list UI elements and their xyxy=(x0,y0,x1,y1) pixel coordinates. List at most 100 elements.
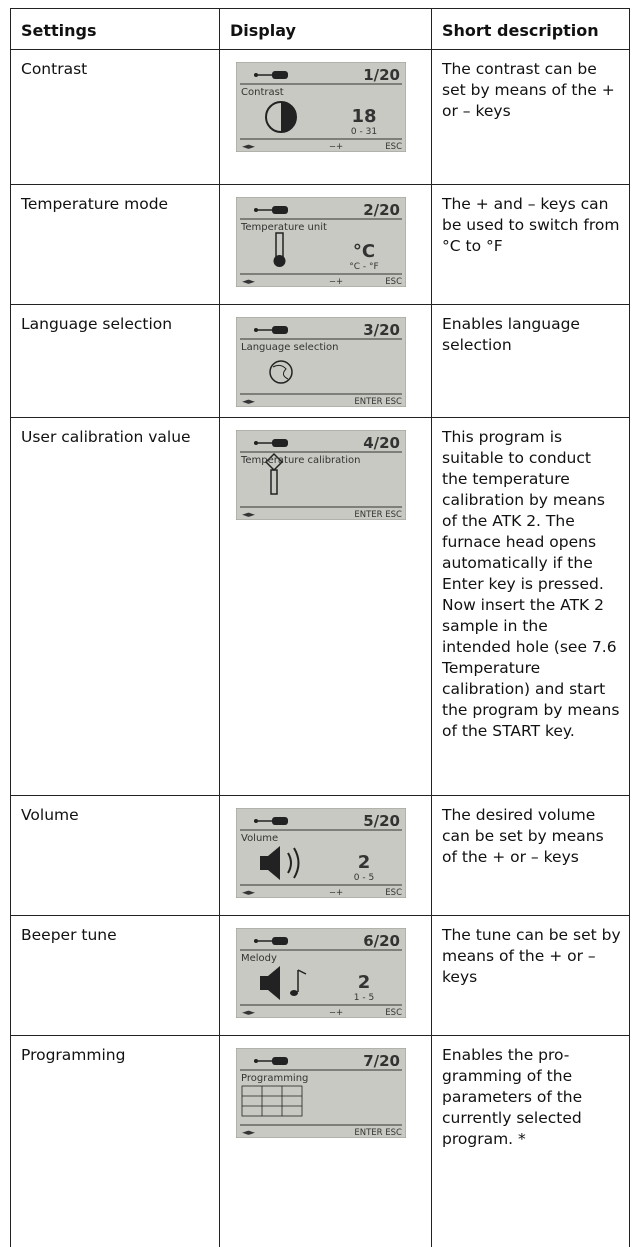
display-cell: 6/20 Melody 2 1 - 5 ◄► −+ ESC xyxy=(220,916,432,1036)
lcd-key: ESC xyxy=(385,142,402,152)
header-cell: Settings xyxy=(10,8,220,50)
lcd-key: ◄► xyxy=(242,142,256,152)
lcd-range: 1 - 5 xyxy=(354,993,374,1003)
lcd-graphic xyxy=(260,966,280,1000)
lcd-display: 7/20 Programming ◄► ENTER ESC xyxy=(236,1048,406,1138)
lcd-key: ENTER ESC xyxy=(354,510,402,520)
setting-cell: Language selection xyxy=(10,305,220,418)
lcd-graphic xyxy=(272,439,288,447)
lcd-value: 2 xyxy=(358,852,371,873)
lcd-graphic xyxy=(254,1059,258,1063)
lcd-graphic xyxy=(287,847,300,879)
lcd-graphic xyxy=(254,819,258,823)
setting-cell: Beeper tune xyxy=(10,916,220,1036)
lcd-key: −+ xyxy=(329,277,343,287)
lcd-counter: 2/20 xyxy=(363,201,400,219)
lcd-display: 1/20 Contrast 180 - 31 ◄► −+ ESC xyxy=(236,62,406,152)
lcd-counter: 1/20 xyxy=(363,66,400,84)
lcd-graphic xyxy=(272,937,288,945)
lcd-graphic xyxy=(272,206,288,214)
lcd-label: Volume xyxy=(241,833,278,844)
lcd-graphic xyxy=(254,208,258,212)
lcd-key: ESC xyxy=(385,1008,402,1018)
display-cell: 5/20 Volume 2 0 - 5 ◄► −+ ESC xyxy=(220,796,432,916)
lcd-icons xyxy=(240,206,402,275)
lcd-graphic xyxy=(272,326,288,334)
lcd-key: −+ xyxy=(329,888,343,898)
lcd-graphic xyxy=(241,1085,303,1117)
lcd-icons xyxy=(240,326,402,395)
lcd-display: 2/20 Temperature unit °C°C - °F ◄► −+ ESC xyxy=(236,197,406,287)
lcd-counter: 7/20 xyxy=(363,1052,400,1070)
lcd-key: ENTER ESC xyxy=(354,397,402,407)
lcd-key: ◄► xyxy=(242,1128,256,1138)
lcd-key: ESC xyxy=(385,277,402,287)
lcd-range: 0 - 5 xyxy=(354,873,374,883)
lcd-key: −+ xyxy=(329,142,343,152)
description-cell: The desired volume can be set by means o… xyxy=(432,796,630,916)
setting-cell: Temperature mode xyxy=(10,185,220,305)
lcd-screen xyxy=(236,808,406,898)
lcd-counter: 4/20 xyxy=(363,434,400,452)
lcd-graphic xyxy=(272,71,288,79)
description-cell: This program is suitable to conduct the … xyxy=(432,418,630,796)
lcd-graphic xyxy=(260,846,280,880)
lcd-display: 6/20 Melody 21 - 5 ◄► −+ ESC xyxy=(236,928,406,1018)
lcd-value: 18 xyxy=(351,106,376,127)
header-cell: Display xyxy=(220,8,432,50)
lcd-graphic xyxy=(264,452,284,472)
lcd-graphic xyxy=(270,469,278,495)
setting-cell: Volume xyxy=(10,796,220,916)
display-cell: 1/20 Contrast 18 0 - 31 ◄► −+ ESC xyxy=(220,50,432,185)
description-cell: The contrast can be set by means of the … xyxy=(432,50,630,185)
lcd-graphic xyxy=(272,1057,288,1065)
lcd-label: Language selection xyxy=(241,342,338,353)
lcd-graphic xyxy=(254,328,258,332)
setting-cell: Programming xyxy=(10,1036,220,1247)
lcd-key: −+ xyxy=(329,1008,343,1018)
lcd-graphic xyxy=(254,73,258,77)
lcd-label: Temperature unit xyxy=(240,222,327,233)
setting-cell: User calibration value xyxy=(10,418,220,796)
description-cell: Enables the pro-gramming of the paramete… xyxy=(432,1036,630,1247)
lcd-label: Programming xyxy=(241,1073,308,1084)
lcd-screen xyxy=(236,62,406,152)
lcd-graphic xyxy=(273,255,286,267)
display-cell: 7/20 Programming ◄► ENTER ESC xyxy=(220,1036,432,1247)
lcd-graphic xyxy=(254,441,258,445)
lcd-key: ENTER ESC xyxy=(354,1128,402,1138)
lcd-icons xyxy=(240,817,402,886)
lcd-label: Contrast xyxy=(241,87,284,98)
lcd-key: ◄► xyxy=(242,397,256,407)
lcd-key: ◄► xyxy=(242,277,256,287)
lcd-graphic xyxy=(290,990,298,996)
lcd-key: ◄► xyxy=(242,888,256,898)
lcd-value: °C xyxy=(353,241,375,262)
lcd-icons xyxy=(240,1057,402,1126)
lcd-key: ◄► xyxy=(242,1008,256,1018)
lcd-graphic xyxy=(272,817,288,825)
lcd-graphic xyxy=(269,360,293,384)
description-cell: Enables language selection xyxy=(432,305,630,418)
lcd-key: ◄► xyxy=(242,510,256,520)
header-cell: Short description xyxy=(432,8,630,50)
lcd-display: 3/20 Language selection ◄► ENTER ESC xyxy=(236,317,406,407)
lcd-label: Melody xyxy=(241,953,277,964)
description-cell: The tune can be set by means of the + or… xyxy=(432,916,630,1036)
lcd-display: 5/20 Volume 20 - 5 ◄► −+ ESC xyxy=(236,808,406,898)
display-cell: 2/20 Temperature unit °C °C - °F ◄► −+ ESC xyxy=(220,185,432,305)
lcd-icons xyxy=(240,439,402,508)
setting-cell: Contrast xyxy=(10,50,220,185)
lcd-icons xyxy=(240,937,402,1006)
lcd-value: 2 xyxy=(358,972,371,993)
lcd-graphic xyxy=(272,364,289,380)
lcd-graphic xyxy=(241,1085,303,1117)
lcd-counter: 5/20 xyxy=(363,812,400,830)
lcd-range: °C - °F xyxy=(349,262,378,272)
lcd-counter: 3/20 xyxy=(363,321,400,339)
lcd-graphic xyxy=(254,939,258,943)
lcd-screen xyxy=(236,430,406,520)
lcd-screen xyxy=(236,317,406,407)
display-cell: 3/20 Language selection ◄► ENTER ESC xyxy=(220,305,432,418)
